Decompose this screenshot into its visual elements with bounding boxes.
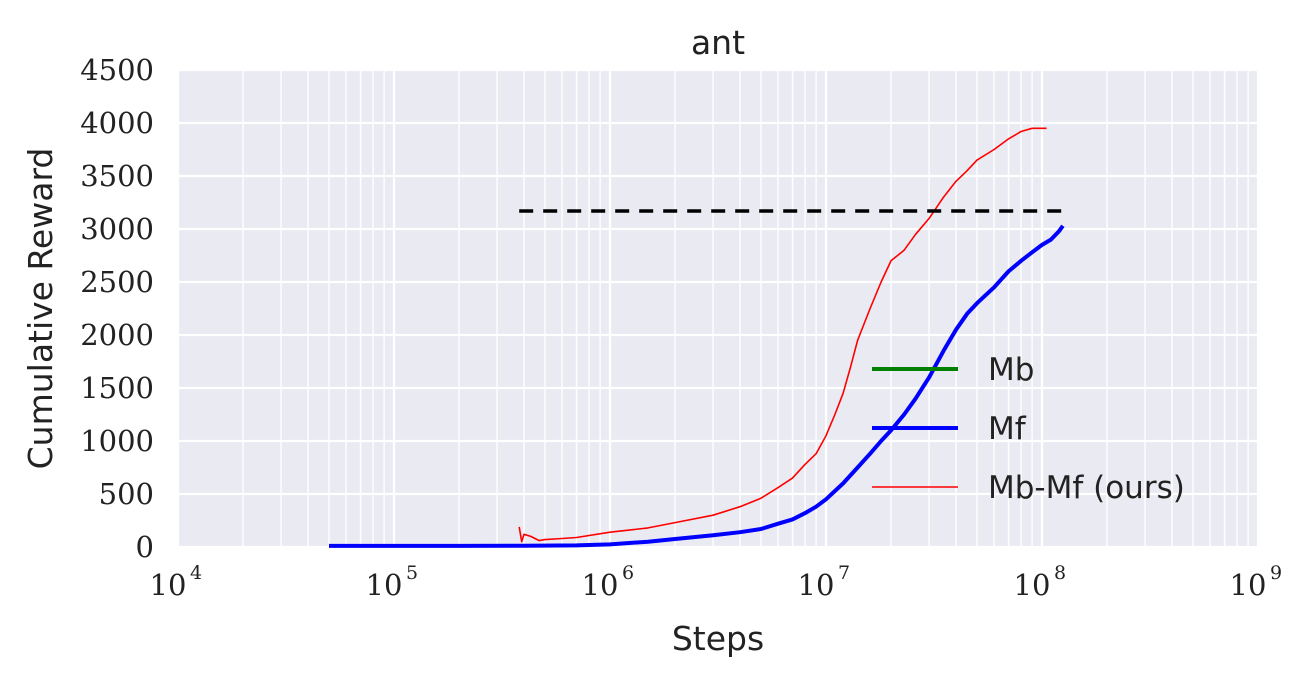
legend-label: Mb-Mf (ours) xyxy=(988,470,1185,506)
series-lines xyxy=(329,127,1065,548)
y-tick-label: 1000 xyxy=(80,424,154,458)
x-tick-label: 10 xyxy=(582,568,619,602)
grid-lines xyxy=(176,68,1260,549)
legend: Mb Mf Mb-Mf (ours) xyxy=(872,352,1185,506)
x-tick-exponent: 8 xyxy=(1054,562,1066,584)
x-axis-title: Steps xyxy=(672,619,764,658)
y-tick-label: 4500 xyxy=(80,53,154,87)
plot-background xyxy=(178,70,1258,547)
x-tick-label: 10 xyxy=(798,568,835,602)
x-tick-exponent: 5 xyxy=(406,562,418,584)
chart-title: ant xyxy=(691,23,745,62)
x-tick-label: 10 xyxy=(1014,568,1051,602)
y-tick-label: 0 xyxy=(136,530,154,564)
y-tick-label: 3500 xyxy=(80,159,154,193)
legend-label: Mf xyxy=(988,411,1027,447)
y-tick-label: 2000 xyxy=(80,318,154,352)
y-tick-label: 2500 xyxy=(80,265,154,299)
mf-series-line xyxy=(329,224,1065,548)
y-axis-title: Cumulative Reward xyxy=(21,148,60,470)
x-tick-exponent: 7 xyxy=(838,562,850,584)
x-tick-label: 10 xyxy=(150,568,187,602)
mb-mf-ours-series-line xyxy=(518,127,1047,543)
legend-label: Mb xyxy=(988,352,1034,388)
x-tick-label: 10 xyxy=(366,568,403,602)
x-tick-label: 10 xyxy=(1230,568,1267,602)
x-tick-exponent: 9 xyxy=(1270,562,1282,584)
x-tick-exponent: 4 xyxy=(190,562,202,584)
y-tick-label: 4000 xyxy=(80,106,154,140)
x-tick-exponent: 6 xyxy=(622,562,634,584)
y-tick-label: 500 xyxy=(99,477,154,511)
y-tick-label: 1500 xyxy=(80,371,154,405)
y-tick-label: 3000 xyxy=(80,212,154,246)
